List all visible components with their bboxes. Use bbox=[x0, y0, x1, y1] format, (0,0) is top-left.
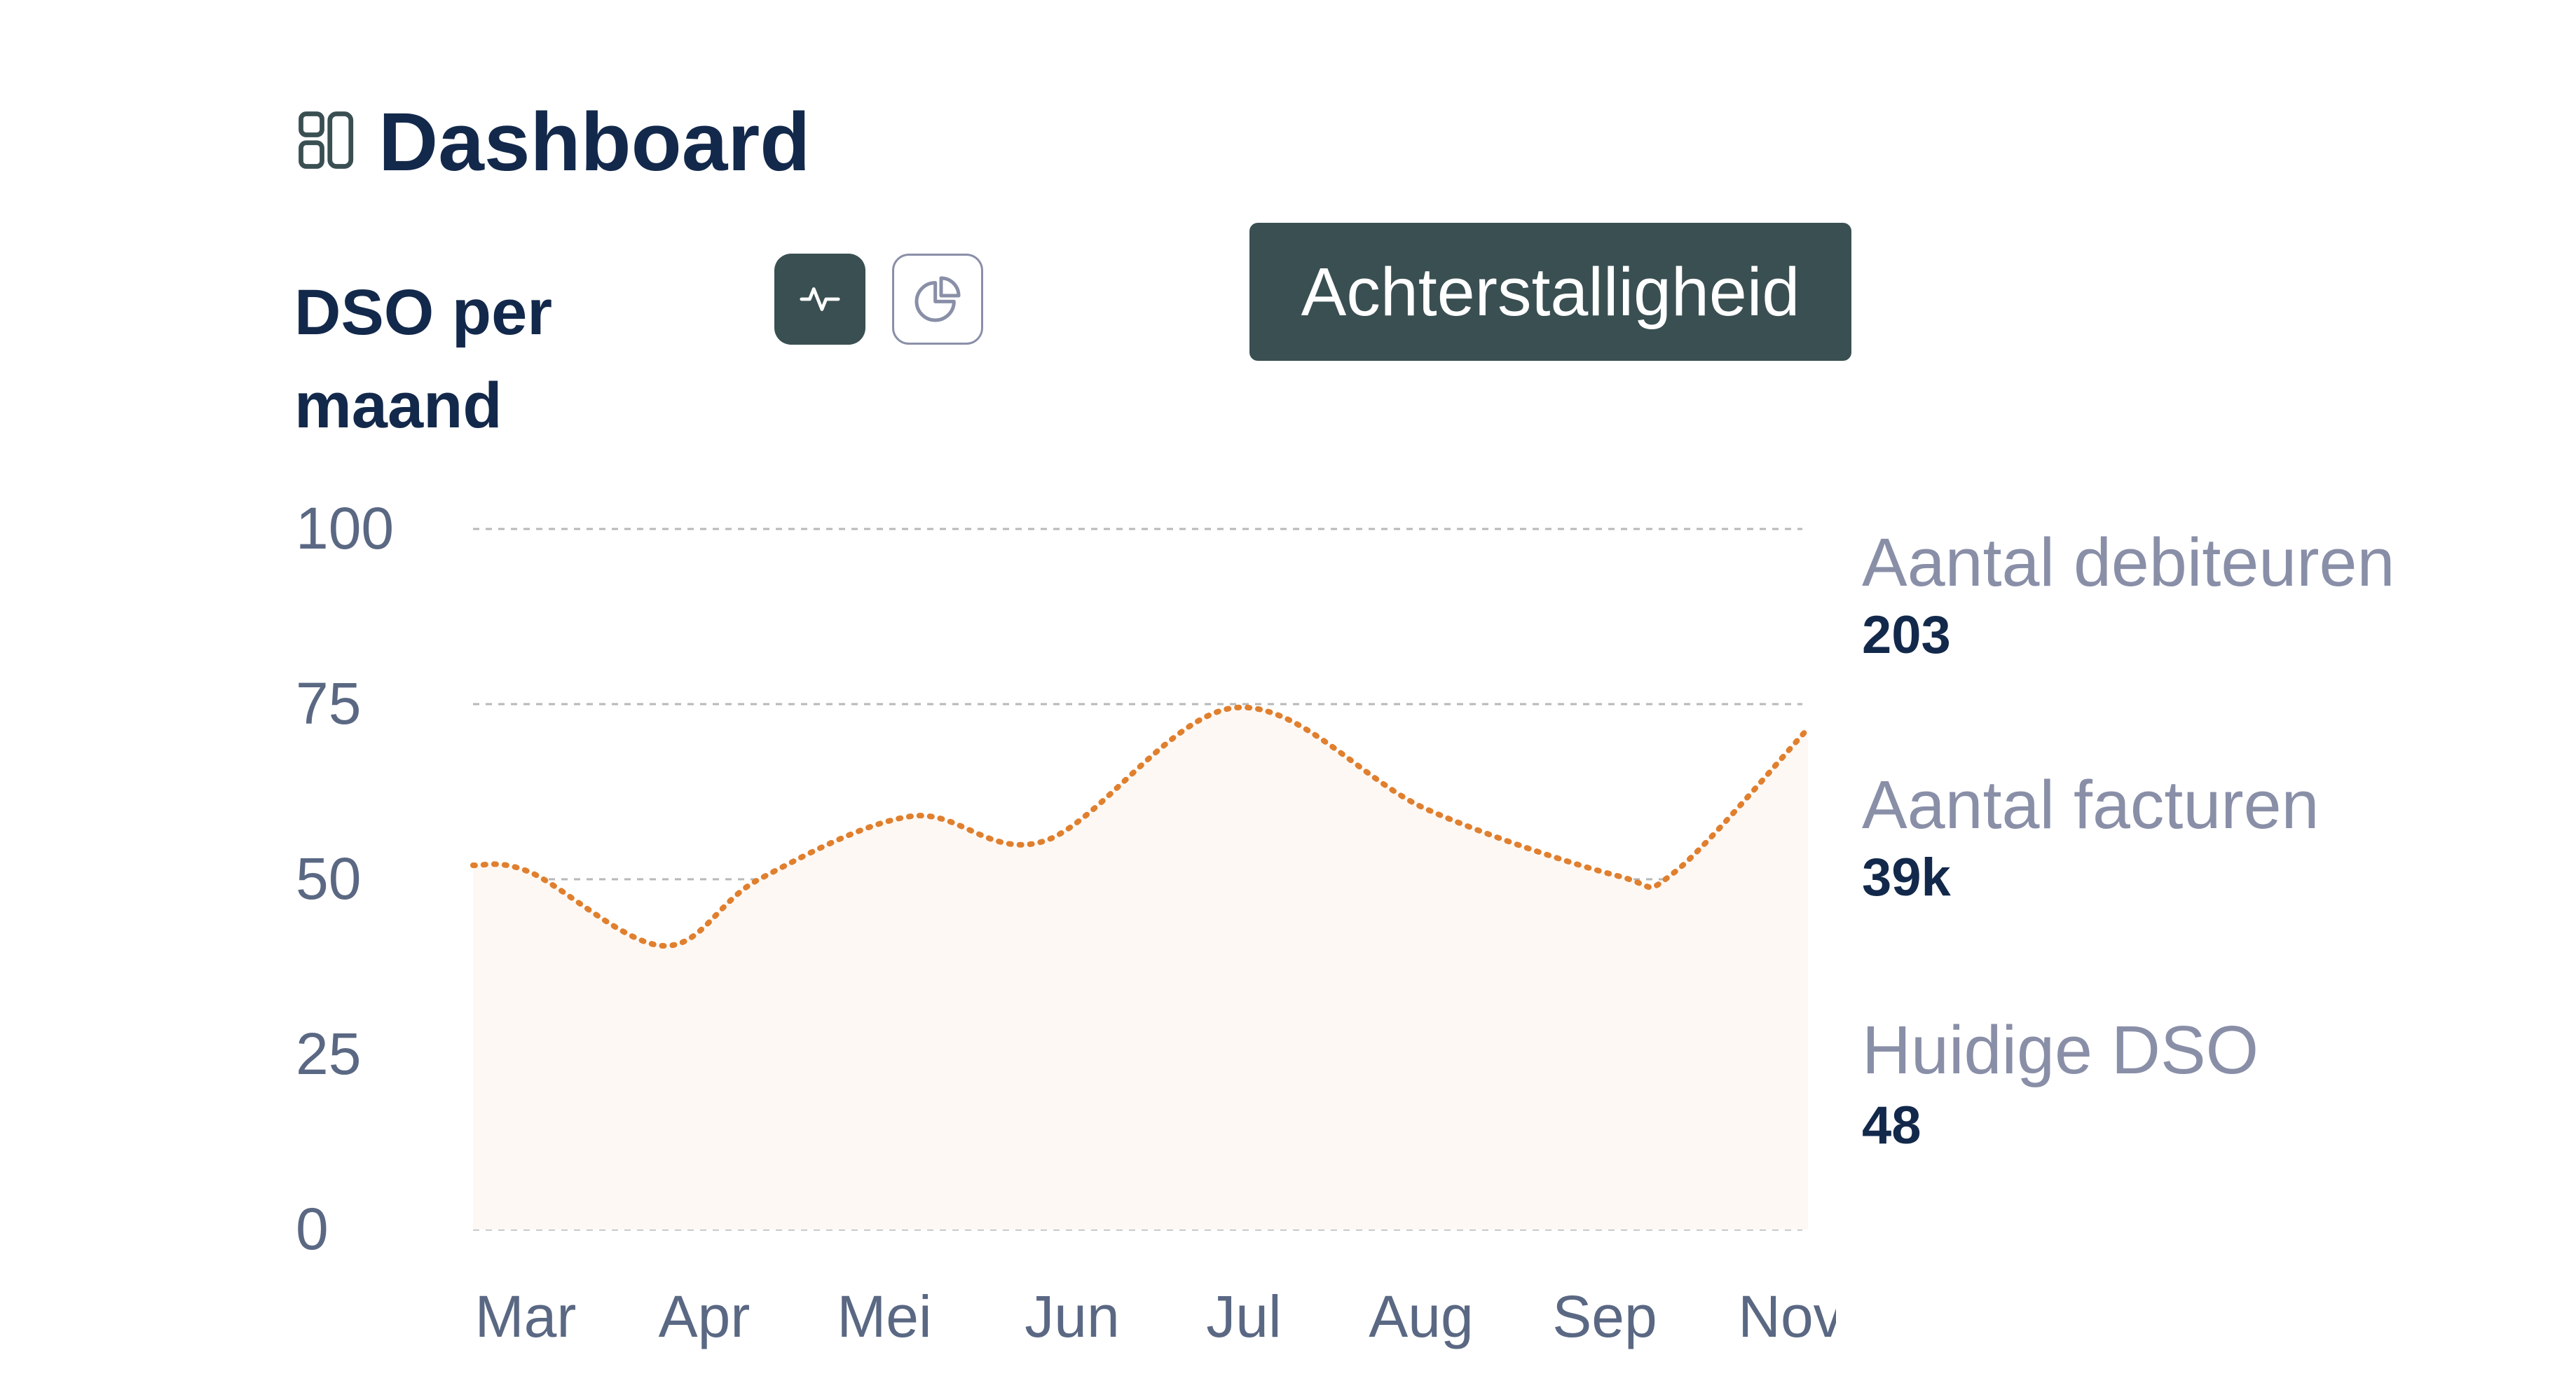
stat-value-current-dso: 48 bbox=[1862, 1096, 1921, 1155]
x-tick-label: Jun bbox=[1025, 1284, 1119, 1349]
chart: 0 25 50 75 100 Mar Apr Mei Jun Jul Aug Sep Nov bbox=[296, 495, 1836, 1349]
page-title: Dashboard bbox=[378, 96, 811, 188]
x-tick-label: Nov bbox=[1738, 1284, 1836, 1349]
stat-value-invoices: 39k bbox=[1862, 848, 1951, 907]
pie-chart-icon bbox=[914, 276, 961, 322]
y-tick-label: 75 bbox=[296, 670, 361, 736]
series-line bbox=[470, 704, 1811, 949]
series-area bbox=[473, 707, 1808, 1230]
stat-label-invoices: Aantal facturen bbox=[1862, 766, 2320, 843]
line-chart-button[interactable] bbox=[774, 254, 865, 345]
x-tick-label: Mar bbox=[475, 1284, 577, 1349]
y-tick-label: 25 bbox=[296, 1021, 361, 1087]
x-tick-label: Aug bbox=[1369, 1284, 1473, 1349]
pie-chart-button[interactable] bbox=[892, 254, 983, 345]
stat-label-current-dso: Huidige DSO bbox=[1862, 1012, 2259, 1088]
x-tick-label: Sep bbox=[1552, 1284, 1657, 1349]
y-tick-label: 0 bbox=[296, 1196, 329, 1262]
line-chart-icon bbox=[800, 287, 840, 311]
y-tick-label: 50 bbox=[296, 846, 361, 911]
x-tick-label: Jul bbox=[1206, 1284, 1281, 1349]
x-tick-label: Apr bbox=[659, 1284, 751, 1349]
tooltip: Achterstalligheid bbox=[1249, 223, 1851, 361]
dashboard-layout-icon bbox=[296, 109, 359, 172]
y-tick-label: 100 bbox=[296, 495, 394, 561]
chart-title: DSO per maand bbox=[294, 277, 553, 441]
stat-label-debtors: Aantal debiteuren bbox=[1862, 524, 2395, 600]
stat-value-debtors: 203 bbox=[1862, 605, 1951, 665]
x-tick-label: Mei bbox=[837, 1284, 931, 1349]
